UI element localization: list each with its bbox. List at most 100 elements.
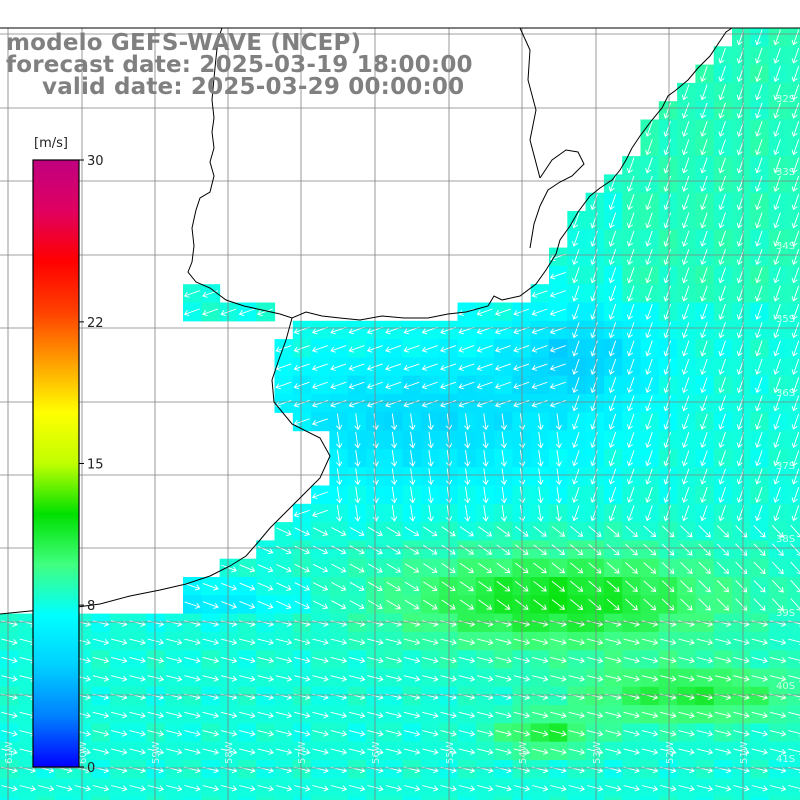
latitude-label: 33S [776,167,795,178]
wind-arrow [464,504,471,522]
wind-arrow [645,212,653,229]
wind-arrow [769,638,787,646]
wind-arrow [330,400,347,408]
wind-arrow [537,431,544,449]
wind-arrow [641,675,659,682]
wind-arrow [588,580,602,592]
wind-arrow [92,730,110,737]
wind-arrow [753,561,766,575]
wind-arrow [769,656,787,664]
wind-arrow [590,450,598,467]
wind-arrow [220,675,238,682]
wind-arrow [257,730,274,737]
wind-arrow [773,468,781,485]
wind-arrow [678,638,695,646]
wind-arrow [608,468,617,485]
wind-arrow [404,581,420,592]
wind-arrow [514,599,529,610]
wind-arrow [773,157,781,174]
wind-arrow [403,656,421,664]
wind-arrow [623,785,640,792]
wind-arrow [755,322,763,339]
wind-arrow [312,582,329,591]
wind-arrow [755,340,763,357]
wind-arrow [336,486,343,504]
wind-arrow [531,656,549,664]
wind-arrow [681,395,690,412]
wind-speed-cell [786,558,800,578]
wind-arrow [482,504,489,522]
wind-arrow [129,730,146,737]
wind-arrow [660,656,677,664]
wind-arrow [755,47,763,64]
wind-arrow [239,656,256,664]
wind-arrow [645,157,653,174]
wind-arrow [275,675,293,682]
wind-speed-cell [549,796,568,800]
wind-arrow [385,675,402,682]
wind-arrow [513,638,531,646]
wind-speed-cell [329,796,349,800]
wind-arrow [791,322,800,339]
wind-arrow [404,599,420,610]
wind-arrow [477,730,494,737]
wind-arrow [570,580,584,592]
wind-arrow [385,656,402,664]
wind-arrow [700,358,708,375]
wind-arrow [555,468,562,486]
wind-arrow [625,525,638,538]
wind-arrow [513,656,531,664]
wind-arrow [354,468,361,486]
wind-arrow [421,381,438,390]
wind-arrow [464,468,471,486]
wind-arrow [165,711,183,719]
wind-arrow [165,730,183,737]
wind-arrow [184,638,201,646]
wind-arrow [698,598,711,611]
wind-arrow [626,212,635,229]
wind-arrow [275,638,293,646]
longitude-label: 52W [665,741,676,764]
wind-arrow [276,564,292,573]
wind-arrow [568,785,585,792]
wind-arrow [714,656,732,664]
wind-arrow [409,504,416,522]
wind-arrow [663,322,672,339]
wind-arrow [626,450,635,467]
wind-arrow [514,580,529,592]
wind-arrow [550,785,567,792]
wind-arrow [390,504,398,522]
wind-arrow [496,526,511,537]
wind-arrow [735,543,748,556]
wind-arrow [663,120,672,137]
wind-arrow [294,527,310,536]
wind-arrow [184,711,201,719]
wind-arrow [459,581,474,592]
wind-arrow [92,656,110,664]
wind-arrow [92,748,110,755]
wind-speed-cell [786,631,800,651]
wind-arrow [663,212,672,229]
wind-arrow [572,230,580,247]
wind-arrow [698,561,711,575]
wind-speed-cell [18,796,38,800]
wind-arrow [663,267,672,284]
wind-arrow [572,468,580,485]
wind-arrow [718,303,726,320]
wind-arrow [386,545,401,555]
wind-arrow [330,363,347,371]
wind-arrow [733,785,750,792]
wind-arrow [645,468,653,485]
wind-arrow [221,601,237,609]
wind-arrow [220,638,238,646]
wind-arrow [294,563,310,573]
wind-arrow [537,413,544,431]
longitude-label: 51W [739,741,750,764]
wind-arrow [751,785,768,792]
wind-arrow [386,526,401,537]
wind-arrow [678,748,695,755]
wind-arrow [698,580,711,593]
wind-arrow [202,601,219,609]
wind-arrow [590,413,598,430]
wind-arrow [791,413,800,430]
